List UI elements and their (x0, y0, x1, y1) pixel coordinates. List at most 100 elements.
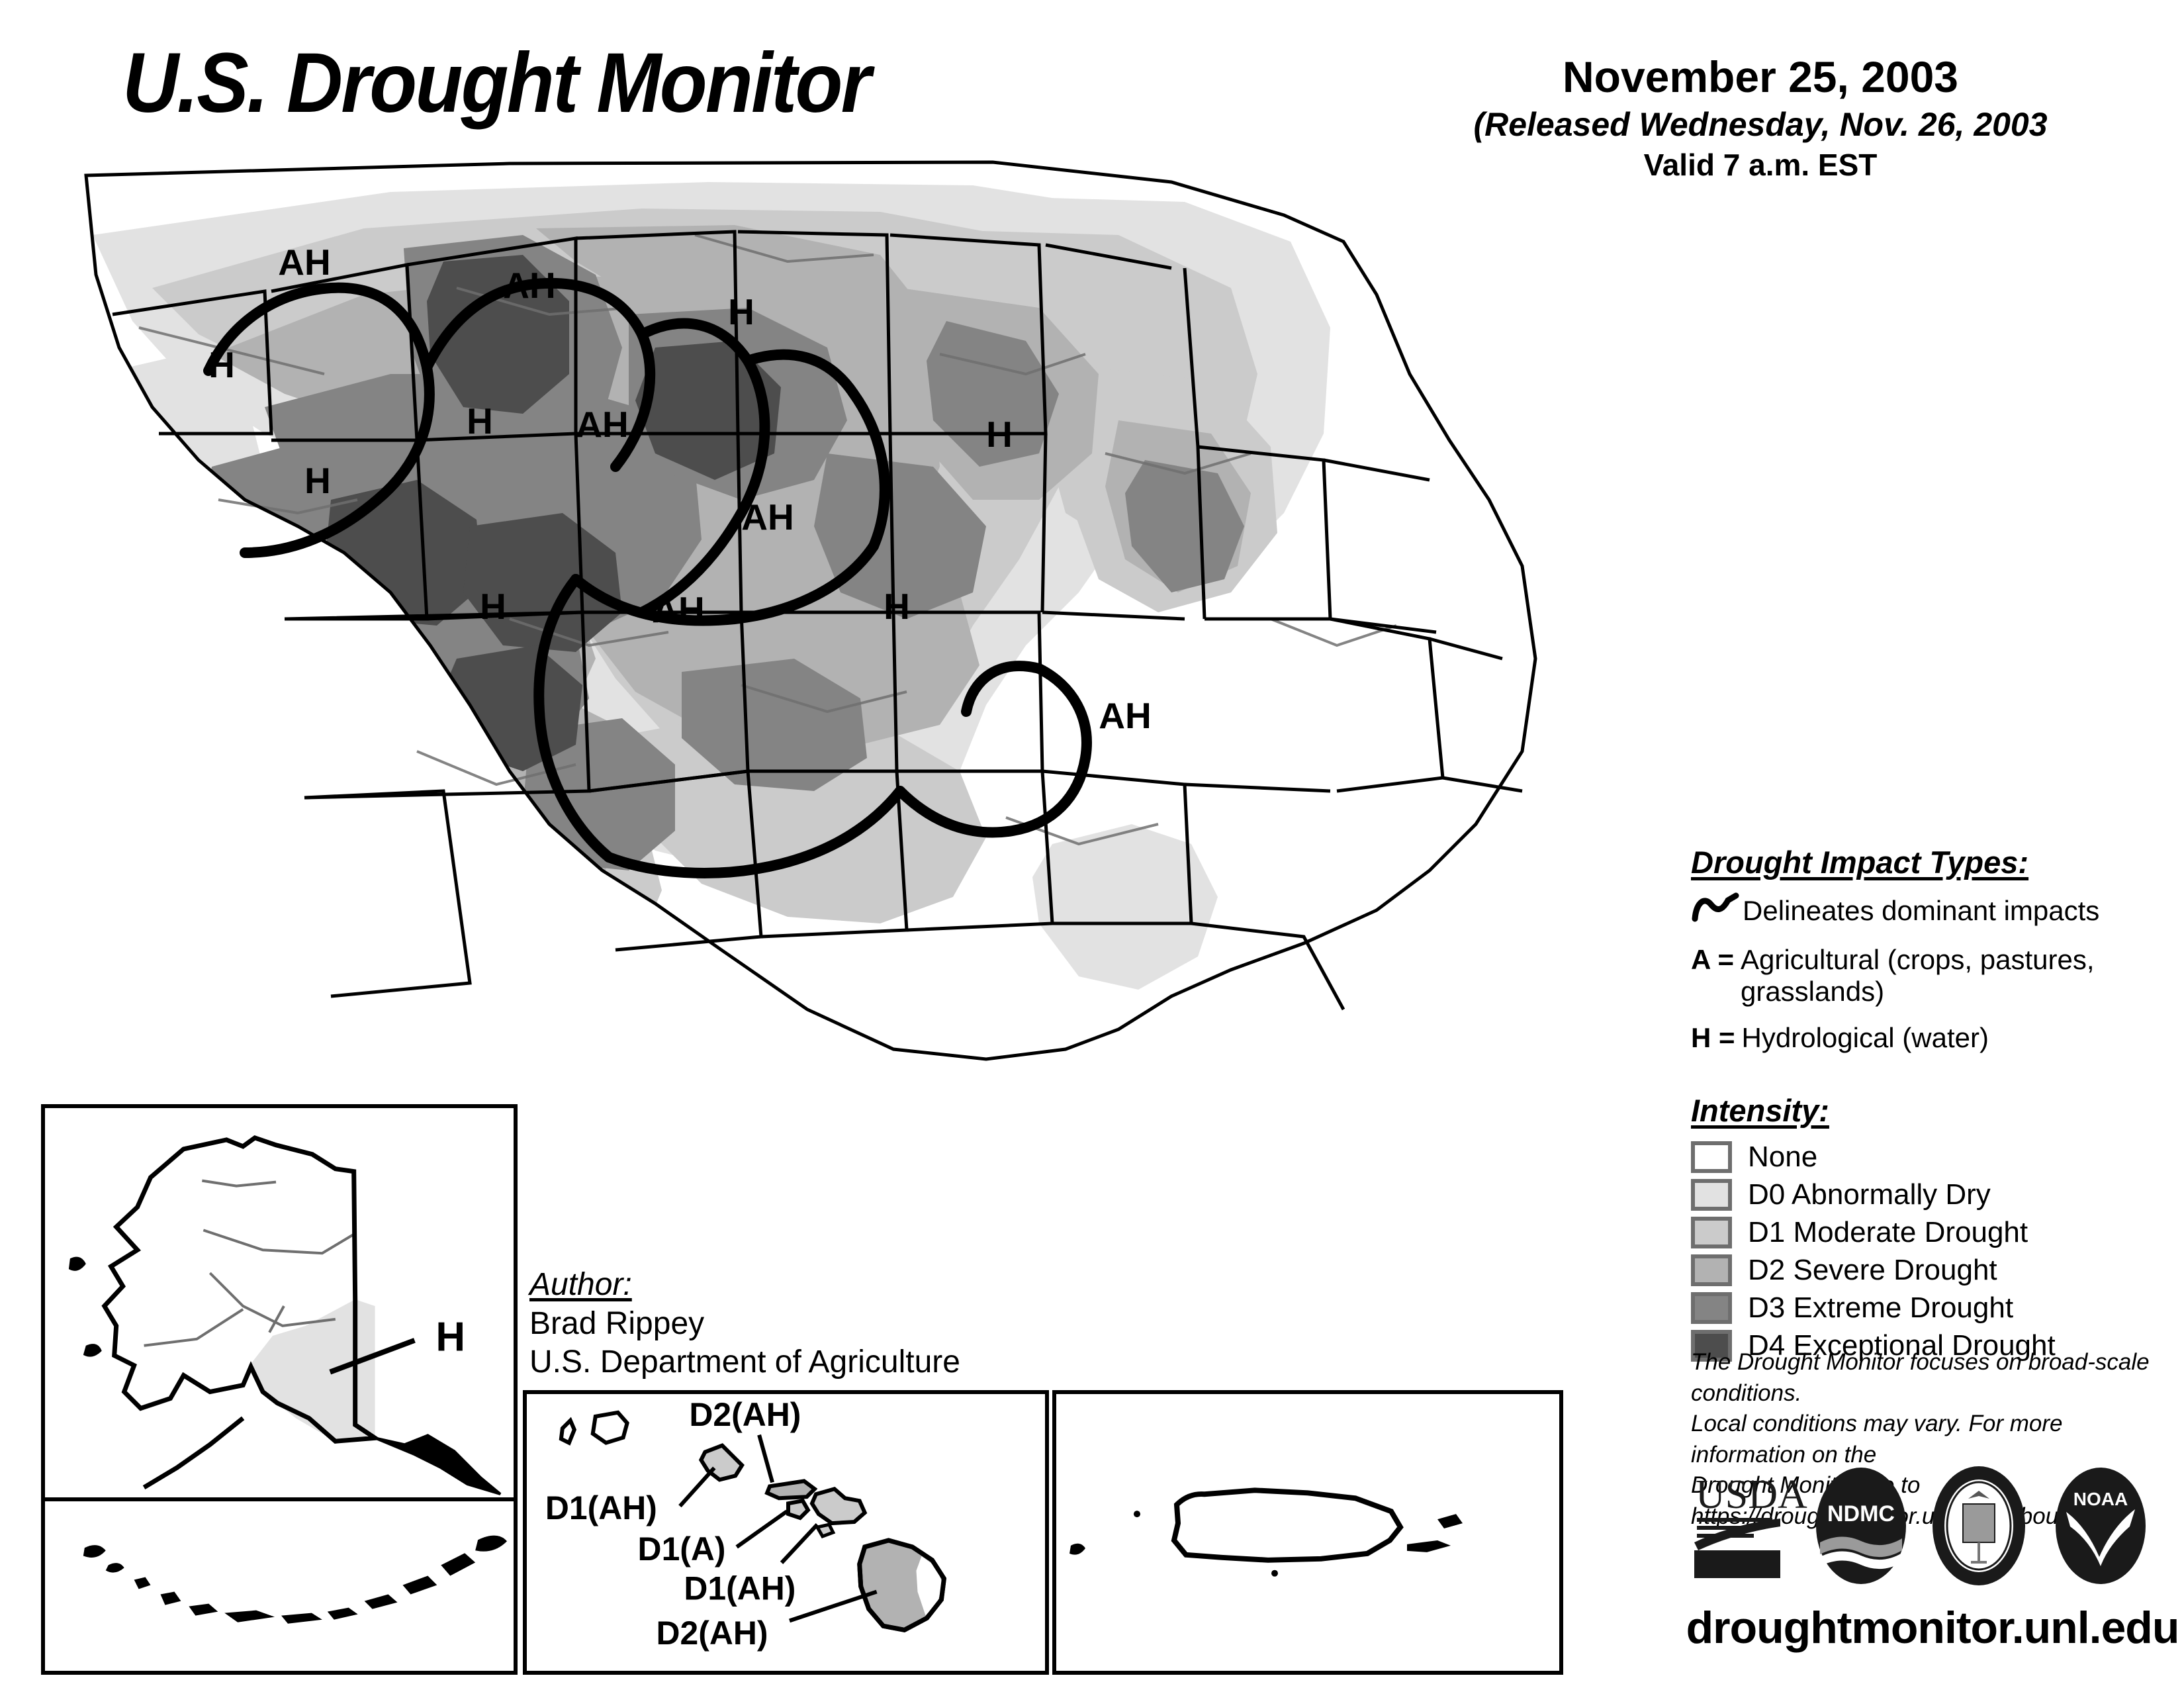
alaska-panhandle (374, 1434, 502, 1495)
map-label-h-missouri: H (884, 586, 910, 627)
intensity-row-0: None (1691, 1138, 2167, 1176)
impact-legend-delineates-row: Delineates dominant impacts (1691, 892, 2167, 929)
agricultural-key: A = (1691, 943, 1734, 975)
usda-logo: USDA (1694, 1472, 1807, 1578)
hawaii-niihau (559, 1417, 577, 1446)
intensity-swatch-5 (1691, 1329, 1732, 1362)
hawaii-kauai (590, 1410, 629, 1445)
map-impact-labels: AH AH H H H AH H H AH H AH H AH (208, 242, 1152, 736)
hawaii-maui (809, 1486, 868, 1526)
author-name: Brad Rippey (529, 1305, 705, 1341)
puerto-rico-mainland (1171, 1487, 1404, 1563)
noaa-logo: NOAA (2056, 1468, 2146, 1584)
intensity-label-3: D2 Severe Drought (1748, 1253, 1997, 1286)
map-label-ah-louisiana: AH (1099, 695, 1151, 736)
alaska-h-label: H (435, 1315, 465, 1360)
agency-logos: USDA NDMC NOAA (1688, 1463, 2177, 1602)
hawaii-label-molokai: D2(AH) (689, 1396, 801, 1433)
map-label-ah-kansas: AH (741, 496, 794, 538)
intensity-swatch-4 (1691, 1291, 1732, 1324)
alaska-south-coast (142, 1416, 245, 1490)
disclaimer-line-1: The Drought Monitor focuses on broad-sca… (1691, 1349, 2150, 1406)
squiggle-line-icon (1691, 892, 1743, 929)
intensity-rows: None D0 Abnormally Dry D1 Moderate Drought… (1691, 1138, 2167, 1364)
map-label-h-utah: H (304, 460, 331, 501)
valid-time: Valid 7 a.m. EST (1643, 147, 1878, 182)
intensity-label-1: D0 Abnormally Dry (1748, 1178, 1991, 1211)
d0-region-gulf (1032, 824, 1218, 990)
hawaii-label-maui: D1(AH) (684, 1570, 796, 1607)
intensity-swatch-0 (1691, 1141, 1732, 1173)
map-label-h-ncal: H (208, 344, 235, 385)
us-drought-map[interactable]: AH AH H H H AH H H AH H AH H AH (46, 156, 1562, 1135)
map-label-h-ndakota: H (728, 291, 754, 332)
page-title: U.S. Drought Monitor (122, 36, 871, 130)
hawaii-big-island-outline (857, 1538, 947, 1632)
svg-text:USDA: USDA (1696, 1472, 1807, 1517)
intensity-swatch-2 (1691, 1216, 1732, 1248)
hawaii-leader-lines (678, 1434, 878, 1623)
intensity-legend: Intensity: None D0 Abnormally Dry D1 Moder… (1691, 1092, 2167, 1364)
d4-region-wy-deep (635, 341, 781, 480)
map-label-ah-pnw: AH (278, 242, 330, 283)
drought-impact-types-legend: Drought Impact Types: Delineates dominan… (1691, 844, 2167, 1054)
hawaii-kahoolawe (815, 1523, 836, 1539)
impact-legend-agricultural-row: A = Agricultural (crops, pastures, grass… (1691, 944, 2167, 1008)
svg-text:NDMC: NDMC (1827, 1501, 1895, 1526)
alaska-leader-line (329, 1338, 416, 1375)
intensity-legend-heading: Intensity: (1691, 1093, 1829, 1128)
d3-region-neb (814, 453, 986, 619)
impact-delineation-lines (203, 277, 1092, 878)
alaska-outline (101, 1135, 382, 1444)
intensity-label-5: D4 Exceptional Drought (1748, 1329, 2056, 1362)
disclaimer-line-2: Local conditions may vary. For more info… (1691, 1411, 2063, 1468)
intensity-swatch-3 (1691, 1254, 1732, 1286)
alaska-internal-lines (144, 1179, 356, 1347)
author-org: U.S. Department of Agriculture (529, 1344, 960, 1380)
aleutian-islands-inset[interactable] (41, 1501, 518, 1675)
intensity-swatch-1 (1691, 1178, 1732, 1211)
author-heading: Author: (529, 1267, 632, 1302)
date-block: November 25, 2003 (Released Wednesday, N… (1449, 52, 2071, 182)
hawaii-inset[interactable]: D2(AH) D1(AH) D1(A) D1(AH) D2(AH) (523, 1390, 1049, 1675)
delineates-label: Delineates dominant impacts (1743, 895, 2100, 926)
ndmc-logo: NDMC (1816, 1468, 1906, 1584)
intensity-label-0: None (1748, 1140, 1818, 1173)
agricultural-label: Agricultural (crops, pastures, grassland… (1740, 943, 2095, 1007)
hawaii-molokai (764, 1479, 818, 1501)
alaska-islands (68, 1256, 102, 1357)
intensity-row-5: D4 Exceptional Drought (1691, 1327, 2167, 1364)
map-label-h-wyoming: H (467, 400, 493, 442)
d4-region-mt-core (427, 255, 569, 414)
puerto-rico-inset[interactable] (1052, 1390, 1563, 1675)
d3-region-ok (682, 659, 867, 791)
intensity-label-4: D3 Extreme Drought (1748, 1291, 2014, 1324)
hawaii-label-oahu: D1(AH) (545, 1489, 657, 1526)
intensity-row-2: D1 Moderate Drought (1691, 1213, 2167, 1251)
aleutian-chain (83, 1535, 508, 1624)
d3-region-iowa-core (1125, 460, 1244, 592)
map-label-ah-montana: AH (503, 265, 555, 306)
hawaii-label-lanai: D1(A) (638, 1530, 726, 1568)
intensity-row-4: D3 Extreme Drought (1691, 1289, 2167, 1327)
author-block: Author: Brad Rippey U.S. Department of A… (529, 1266, 1032, 1382)
puerto-rico-offshore-islands (1069, 1511, 1463, 1577)
map-label-h-iowa: H (986, 414, 1013, 455)
map-label-ah-sdakota: AH (576, 404, 628, 445)
intensity-row-3: D2 Severe Drought (1691, 1251, 2167, 1289)
hawaii-label-big-island: D2(AH) (657, 1615, 768, 1652)
website-url[interactable]: droughtmonitor.unl.edu (1686, 1603, 2180, 1653)
map-label-h-arizona: H (480, 586, 506, 627)
impact-legend-hydrological-row: H = Hydrological (water) (1691, 1022, 2167, 1054)
impact-legend-heading: Drought Impact Types: (1691, 845, 2029, 880)
map-label-ah-oklahoma: AH (652, 589, 704, 630)
intensity-row-1: D0 Abnormally Dry (1691, 1176, 2167, 1213)
intensity-label-2: D1 Moderate Drought (1748, 1215, 2028, 1248)
hydrological-label: Hydrological (water) (1741, 1021, 1989, 1053)
svg-text:NOAA: NOAA (2073, 1489, 2128, 1509)
hawaii-big-island-east-unshaded (916, 1556, 943, 1616)
alaska-inset[interactable]: H (41, 1104, 518, 1501)
release-date: (Released Wednesday, Nov. 26, 2003 (1473, 105, 2048, 143)
doc-logo (1933, 1466, 2025, 1585)
hydrological-key: H = (1691, 1021, 1735, 1053)
